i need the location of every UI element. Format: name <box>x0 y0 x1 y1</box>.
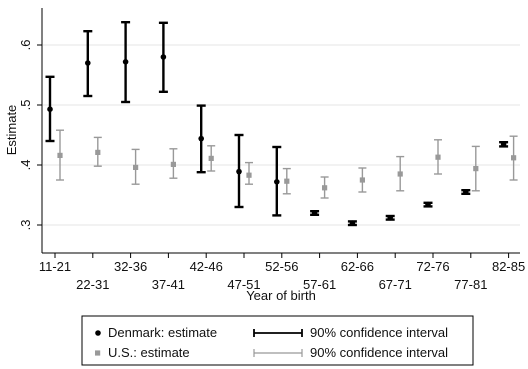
x-tick-label: 67-71 <box>379 277 412 292</box>
point-marker <box>511 155 517 161</box>
point-marker <box>311 210 318 216</box>
point-marker <box>122 59 129 65</box>
y-ticks: .3 .4 .5 .6 <box>18 40 42 231</box>
legend-entry-us: U.S.: estimate 90% confidence interval <box>95 345 448 360</box>
point-marker <box>95 149 101 155</box>
point-marker <box>473 166 479 172</box>
point-marker <box>500 141 507 147</box>
x-ticks: 11-21 22-31 32-36 37-41 42-46 47-51 52-56 57-61… <box>39 253 525 292</box>
legend-ci-label: 90% confidence interval <box>310 325 448 340</box>
x-axis-title: Year of birth <box>246 288 316 303</box>
series-denmark <box>45 21 509 227</box>
point-marker <box>236 168 242 175</box>
point-marker <box>274 179 280 185</box>
x-tick-label: 77-81 <box>454 277 487 292</box>
point-marker <box>246 172 252 178</box>
legend-marker <box>95 330 101 336</box>
legend-marker <box>95 350 101 356</box>
point-marker <box>208 155 214 161</box>
point-marker <box>349 220 356 226</box>
point-marker <box>47 106 53 112</box>
x-tick-label: 32-36 <box>114 259 147 274</box>
legend-entry-denmark: Denmark: estimate 90% confidence interval <box>95 325 448 340</box>
x-tick-label: 62-66 <box>341 259 374 274</box>
x-tick-label: 11-21 <box>39 259 71 274</box>
x-tick-label: 47-51 <box>227 277 260 292</box>
legend-ci-label: 90% confidence interval <box>310 345 448 360</box>
x-tick-label: 57-61 <box>303 277 336 292</box>
point-marker <box>284 178 290 184</box>
point-marker <box>425 201 431 208</box>
point-marker <box>463 189 469 195</box>
x-tick-label: 42-46 <box>190 259 223 274</box>
point-marker <box>85 60 91 66</box>
point-marker <box>322 185 328 191</box>
point-marker <box>198 135 204 142</box>
point-marker <box>160 54 167 60</box>
point-marker <box>359 177 365 183</box>
y-tick-label: .4 <box>18 160 33 171</box>
legend: Denmark: estimate 90% confidence interval… <box>81 315 474 366</box>
point-marker <box>397 171 403 177</box>
axes <box>41 8 520 254</box>
series-us <box>56 129 518 199</box>
point-marker <box>170 161 176 167</box>
point-marker <box>133 164 139 170</box>
y-tick-label: .3 <box>18 220 33 231</box>
x-tick-label: 52-56 <box>265 259 298 274</box>
legend-box <box>81 315 474 366</box>
x-tick-label: 37-41 <box>152 277 185 292</box>
x-tick-label: 22-31 <box>76 277 109 292</box>
point-marker <box>57 152 63 158</box>
y-tick-label: .5 <box>18 100 33 111</box>
legend-entries: Denmark: estimate 90% confidence interval… <box>95 325 448 360</box>
grid-lines <box>43 44 520 226</box>
x-tick-label: 82-85 <box>492 259 525 274</box>
y-tick-label: .6 <box>18 40 33 51</box>
data-series <box>45 21 518 227</box>
point-marker <box>435 154 441 160</box>
y-axis-title: Estimate <box>4 105 19 156</box>
legend-label: U.S.: estimate <box>108 345 190 360</box>
legend-label: Denmark: estimate <box>108 325 217 340</box>
x-tick-label: 72-76 <box>416 259 449 274</box>
point-marker <box>387 215 394 221</box>
